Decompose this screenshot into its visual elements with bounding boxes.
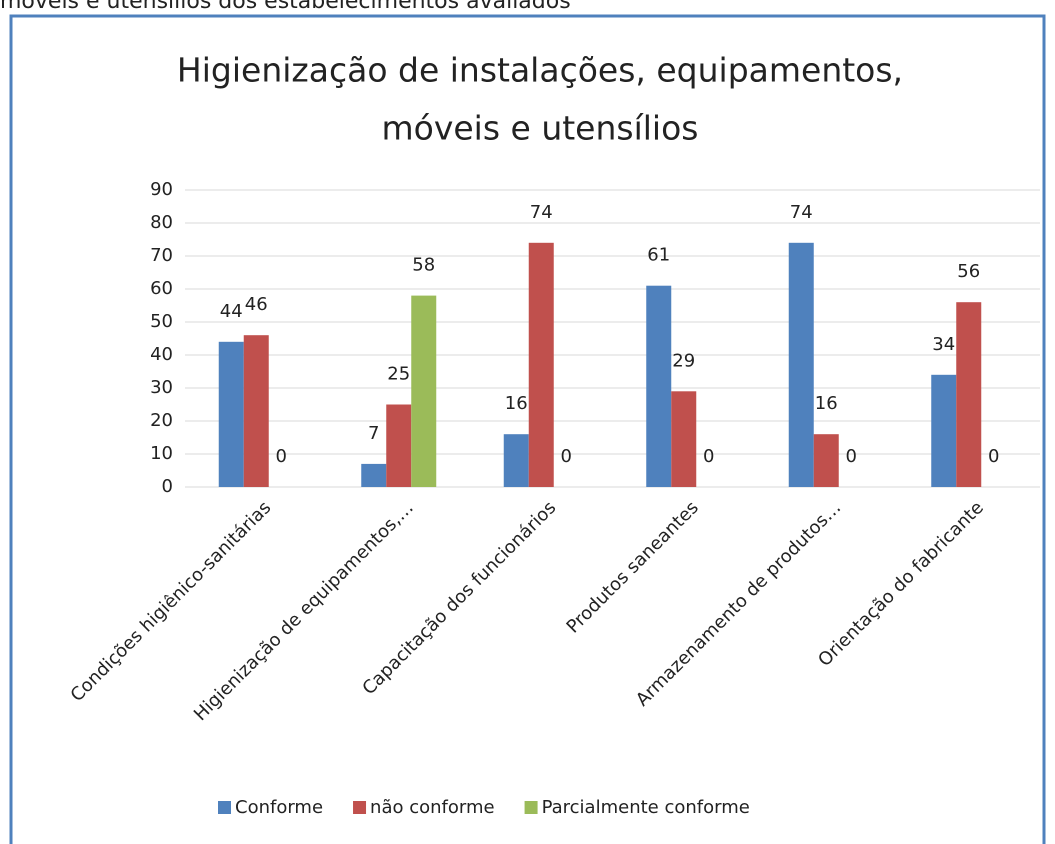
bar xyxy=(646,285,672,487)
bar xyxy=(218,341,244,487)
bar xyxy=(813,434,839,487)
legend-label: não conforme xyxy=(370,797,495,818)
legend-label: Conforme xyxy=(235,797,323,818)
x-tick-label: Produtos saneantes xyxy=(563,497,703,637)
value-label: 46 xyxy=(245,294,268,315)
bar xyxy=(788,242,814,487)
y-tick-label: 90 xyxy=(150,179,173,200)
chart-title: móveis e utensílios xyxy=(382,109,699,148)
chart-title: Higienização de instalações, equipamento… xyxy=(177,51,903,90)
bar xyxy=(931,374,957,487)
x-tick-label: Higienização de equipamentos,… xyxy=(190,497,418,725)
y-tick-label: 60 xyxy=(150,278,173,299)
y-tick-label: 0 xyxy=(162,476,173,497)
bar xyxy=(528,242,554,487)
value-label: 0 xyxy=(703,446,714,467)
caption: móveis e utensílios dos estabelecimentos… xyxy=(0,0,571,14)
value-label: 25 xyxy=(387,364,410,385)
y-tick-label: 50 xyxy=(150,311,173,332)
bar xyxy=(243,335,269,487)
value-label: 0 xyxy=(276,446,287,467)
bar xyxy=(503,434,529,487)
bar xyxy=(411,295,437,487)
bar xyxy=(956,302,982,487)
value-label: 61 xyxy=(647,245,670,266)
value-label: 44 xyxy=(220,301,243,322)
bar xyxy=(361,463,387,487)
legend-label: Parcialmente conforme xyxy=(542,797,750,818)
value-label: 16 xyxy=(815,393,838,414)
value-label: 74 xyxy=(530,202,553,223)
legend-swatch xyxy=(218,801,231,814)
value-label: 29 xyxy=(672,350,695,371)
y-tick-label: 80 xyxy=(150,212,173,233)
x-tick-label: Orientação do fabricante xyxy=(814,497,988,671)
y-tick-label: 70 xyxy=(150,245,173,266)
y-tick-label: 10 xyxy=(150,443,173,464)
y-tick-label: 30 xyxy=(150,377,173,398)
y-tick-label: 40 xyxy=(150,344,173,365)
legend-swatch xyxy=(353,801,367,814)
bar xyxy=(386,404,412,487)
value-label: 0 xyxy=(846,446,857,467)
value-label: 34 xyxy=(932,334,955,355)
bar xyxy=(671,391,697,487)
value-label: 7 xyxy=(368,423,379,444)
frame xyxy=(9,14,1046,844)
legend-swatch xyxy=(524,801,538,814)
value-label: 56 xyxy=(957,261,980,282)
value-label: 16 xyxy=(505,393,528,414)
value-label: 58 xyxy=(412,255,435,276)
value-label: 0 xyxy=(561,446,572,467)
value-label: 0 xyxy=(988,446,999,467)
y-tick-label: 20 xyxy=(150,410,173,431)
value-label: 74 xyxy=(790,202,813,223)
